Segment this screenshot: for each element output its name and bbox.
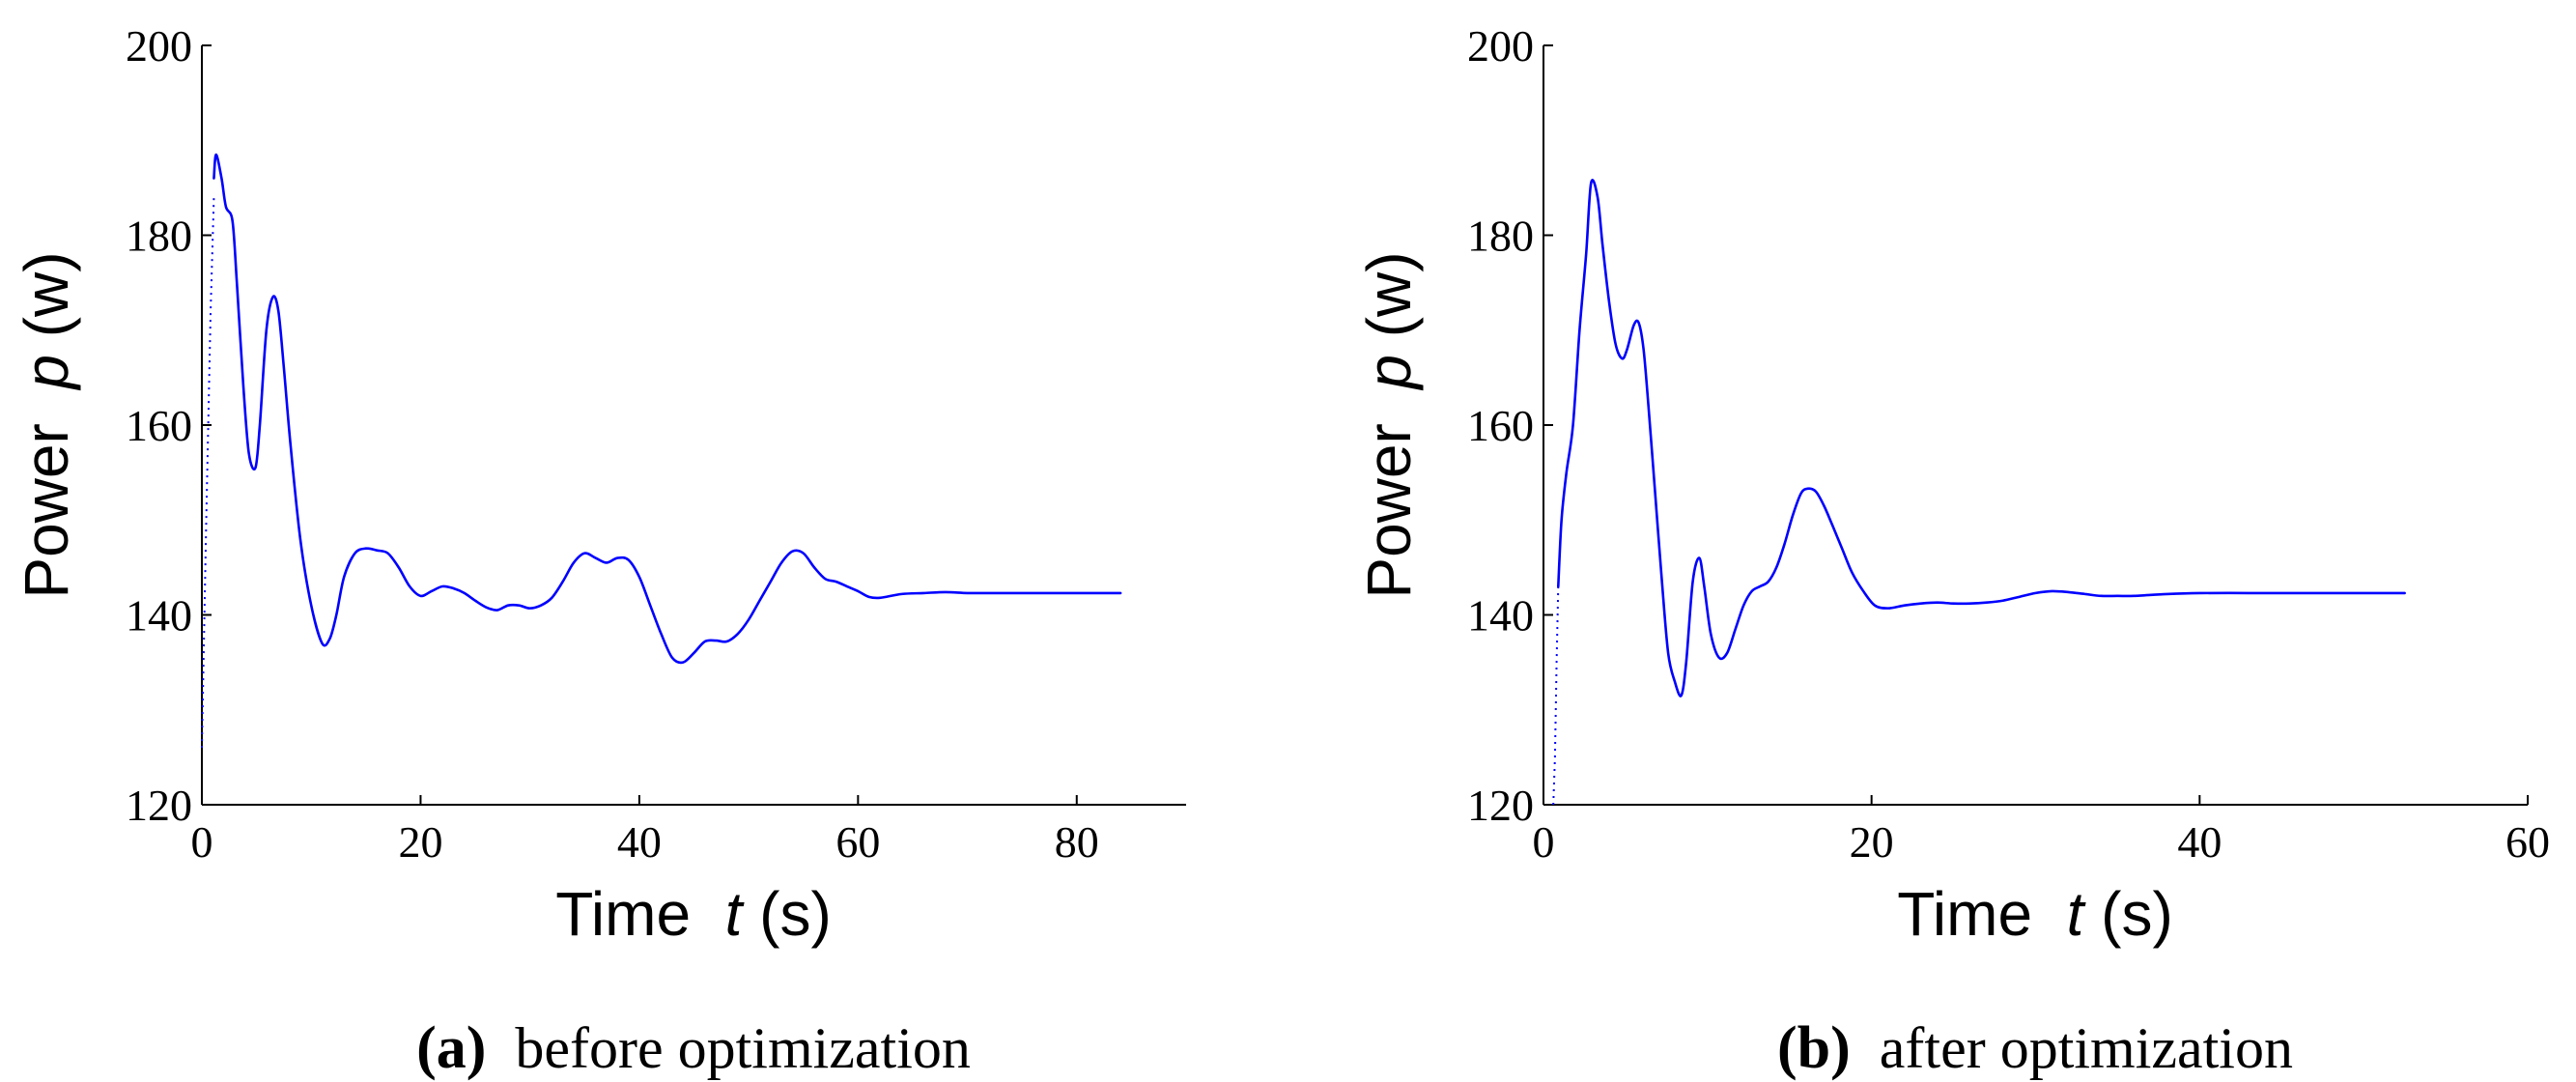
chart-a-x-tick-label: 0 (191, 817, 213, 867)
chart-a-ylabel-prefix: Power (12, 423, 81, 598)
chart-a-ylabel-unit: (w) (12, 251, 81, 337)
chart-b-plot (1552, 179, 2406, 806)
chart-a-caption-text: before optimization (515, 1016, 971, 1080)
chart-a-plot (201, 153, 1122, 749)
chart-a-y-axis-title: Power p (w) (12, 251, 81, 598)
chart-a-x-tick-label: 60 (835, 817, 880, 867)
chart-a-caption-letter: (a) (416, 1015, 486, 1081)
chart-b-y-tick-label: 120 (1467, 781, 1534, 830)
chart-a-ylabel-var: p (12, 355, 81, 391)
chart-a-x-axis-title: Time t (s) (555, 879, 832, 949)
chart-a-y-tick-label: 140 (126, 591, 192, 641)
chart-a-x-tick-label: 40 (617, 817, 662, 867)
chart-a-x-tick-label: 80 (1055, 817, 1099, 867)
chart-b-y-tick-label: 160 (1467, 401, 1534, 450)
chart-b-ylabel-prefix: Power (1354, 423, 1424, 598)
chart-b-ylabel-var: p (1354, 355, 1424, 391)
chart-b-x-axis-title: Time t (s) (1897, 879, 2173, 949)
chart-b-series-line (1556, 179, 2406, 698)
chart-b-series-lead (1552, 585, 1560, 806)
chart-b-y-tick-label: 140 (1467, 591, 1534, 641)
chart-a-y-tick-label: 160 (126, 401, 192, 450)
chart-a-xlabel-prefix: Time (555, 879, 691, 949)
chart-a-caption: (a) before optimization (416, 1015, 971, 1081)
chart-a: 120 140 160 180 200 0 20 40 60 80 Time t (s) Pow… (12, 21, 1186, 1081)
chart-a-y-tick-label: 180 (126, 212, 192, 261)
chart-b-xlabel-unit: (s) (2101, 879, 2173, 949)
chart-b-x-tick-label: 0 (1533, 817, 1555, 867)
chart-b: 120 140 160 180 200 0 20 40 60 Time t (s) Power… (1354, 21, 2550, 1081)
chart-a-xlabel-unit: (s) (759, 879, 832, 949)
chart-a-y-tick-label: 200 (126, 21, 192, 71)
chart-b-y-axis-title: Power p (w) (1354, 251, 1424, 598)
chart-b-caption-letter: (b) (1777, 1015, 1851, 1081)
chart-b-axes (1543, 45, 2528, 806)
chart-a-y-ticks: 120 140 160 180 200 (126, 21, 212, 830)
chart-a-series-line (212, 153, 1122, 665)
chart-b-xlabel-var: t (2067, 879, 2086, 949)
chart-b-x-tick-label: 60 (2505, 817, 2550, 867)
chart-a-xlabel-var: t (725, 879, 745, 949)
chart-b-caption-text: after optimization (1880, 1016, 2293, 1080)
chart-b-y-tick-label: 180 (1467, 212, 1534, 261)
chart-b-ylabel-unit: (w) (1354, 251, 1424, 337)
chart-a-axes (201, 45, 1186, 806)
chart-b-x-ticks: 0 20 40 60 (1533, 795, 2550, 867)
chart-b-y-tick-label: 200 (1467, 21, 1534, 71)
chart-a-x-ticks: 0 20 40 60 80 (191, 795, 1099, 867)
chart-a-y-tick-label: 120 (126, 781, 192, 830)
chart-b-xlabel-prefix: Time (1897, 879, 2032, 949)
chart-b-x-tick-label: 20 (1850, 817, 1894, 867)
chart-b-caption: (b) after optimization (1777, 1015, 2293, 1081)
chart-b-y-ticks: 120 140 160 180 200 (1467, 21, 1553, 830)
chart-a-series-lead (201, 197, 215, 749)
chart-b-x-tick-label: 40 (2177, 817, 2222, 867)
chart-a-x-tick-label: 20 (398, 817, 442, 867)
